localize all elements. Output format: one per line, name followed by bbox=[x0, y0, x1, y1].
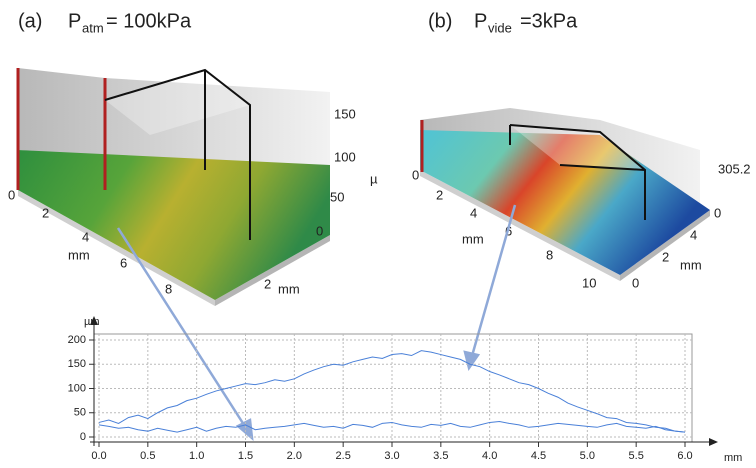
base bbox=[215, 235, 330, 306]
x-tick-label: 1.5 bbox=[238, 450, 253, 462]
base bbox=[420, 170, 620, 281]
marker bbox=[559, 164, 646, 171]
arrowhead bbox=[463, 350, 481, 371]
axis-tick: 100 bbox=[334, 149, 356, 164]
axis-tick: 6 bbox=[120, 255, 127, 270]
surface-a: 0 2 4 mm 6 8 150 100 µ 50 0 2 mm bbox=[8, 68, 378, 306]
x-tick-label: 5.0 bbox=[580, 450, 595, 462]
x-tick-label: 1.0 bbox=[189, 450, 204, 462]
series-line bbox=[98, 420, 686, 433]
axis-tick: 2 bbox=[264, 276, 271, 291]
axis-tick: 0 bbox=[632, 275, 639, 290]
series-line bbox=[98, 350, 686, 433]
x-tick-label: 5.5 bbox=[629, 450, 644, 462]
panel-label: (a) bbox=[18, 10, 42, 32]
y-tick-label: 50 bbox=[74, 407, 86, 419]
axis-unit: mm bbox=[278, 281, 300, 296]
pressure-value: = 100kPa bbox=[106, 10, 192, 32]
surface-b: 0 2 4 mm 6 8 10 305.2 0 4 2 mm 0 bbox=[412, 108, 751, 290]
axis-tick: 2 bbox=[436, 187, 443, 202]
x-tick-label: 3.5 bbox=[433, 450, 448, 462]
profile-chart: µm mm 0.00.51.01.52.02.53.03.54.04.55.05… bbox=[68, 316, 743, 464]
axis-tick: 0 bbox=[316, 223, 323, 238]
plane bbox=[510, 125, 645, 170]
symbol: P bbox=[68, 10, 81, 32]
axis-tick: 8 bbox=[165, 281, 172, 296]
axis-unit: mm bbox=[680, 257, 702, 272]
x-tick-label: 2.5 bbox=[336, 450, 351, 462]
marker bbox=[104, 68, 251, 240]
x-axis-arrow bbox=[709, 438, 718, 446]
x-tick-label: 3.0 bbox=[384, 450, 399, 462]
symbol: P bbox=[474, 10, 487, 32]
back-wall bbox=[18, 68, 330, 170]
arrow bbox=[470, 204, 517, 357]
axis-tick: 10 bbox=[582, 275, 596, 290]
arrows bbox=[116, 204, 517, 442]
x-tick-label: 6.0 bbox=[677, 450, 692, 462]
x-tick-label: 4.0 bbox=[482, 450, 497, 462]
axis-tick: 305.2 bbox=[718, 161, 751, 176]
y-axis-arrow bbox=[90, 316, 98, 325]
panel-b-title: (b) P vide =3kPa bbox=[428, 10, 578, 35]
panel-label: (b) bbox=[428, 10, 452, 32]
x-tick-label: 4.5 bbox=[531, 450, 546, 462]
x-tick-label: 2.0 bbox=[287, 450, 302, 462]
axis-tick: 0 bbox=[714, 205, 721, 220]
pressure-value: =3kPa bbox=[520, 10, 578, 32]
axis-tick: 0 bbox=[8, 187, 15, 202]
y-tick-label: 100 bbox=[68, 382, 86, 394]
axis-tick: 2 bbox=[662, 249, 669, 264]
axis-unit: µ bbox=[370, 171, 378, 186]
base bbox=[18, 190, 215, 306]
axis-tick: 4 bbox=[470, 205, 477, 220]
x-axis-label: mm bbox=[724, 452, 742, 464]
base bbox=[620, 210, 710, 281]
marker bbox=[509, 124, 646, 220]
surface bbox=[18, 150, 330, 300]
arrow bbox=[116, 227, 248, 429]
axis-tick: 150 bbox=[334, 106, 356, 121]
y-tick-label: 200 bbox=[68, 334, 86, 346]
axis-tick: 50 bbox=[330, 189, 344, 204]
axis-tick: 2 bbox=[42, 205, 49, 220]
x-tick-label: 0.5 bbox=[140, 450, 155, 462]
axis-unit: mm bbox=[68, 247, 90, 262]
y-tick-label: 150 bbox=[68, 358, 86, 370]
plane bbox=[105, 70, 250, 135]
y-tick-label: 0 bbox=[80, 431, 86, 443]
axis-tick: 0 bbox=[412, 167, 419, 182]
axis-tick: 4 bbox=[82, 229, 89, 244]
axis-tick: 4 bbox=[690, 227, 697, 242]
subscript: atm bbox=[82, 20, 104, 35]
surface bbox=[420, 130, 710, 275]
axis-tick: 8 bbox=[546, 247, 553, 262]
subscript: vide bbox=[488, 20, 512, 35]
axis-unit: mm bbox=[462, 231, 484, 246]
panel-a-title: (a) P atm = 100kPa bbox=[18, 10, 192, 35]
x-tick-label: 0.0 bbox=[91, 450, 106, 462]
